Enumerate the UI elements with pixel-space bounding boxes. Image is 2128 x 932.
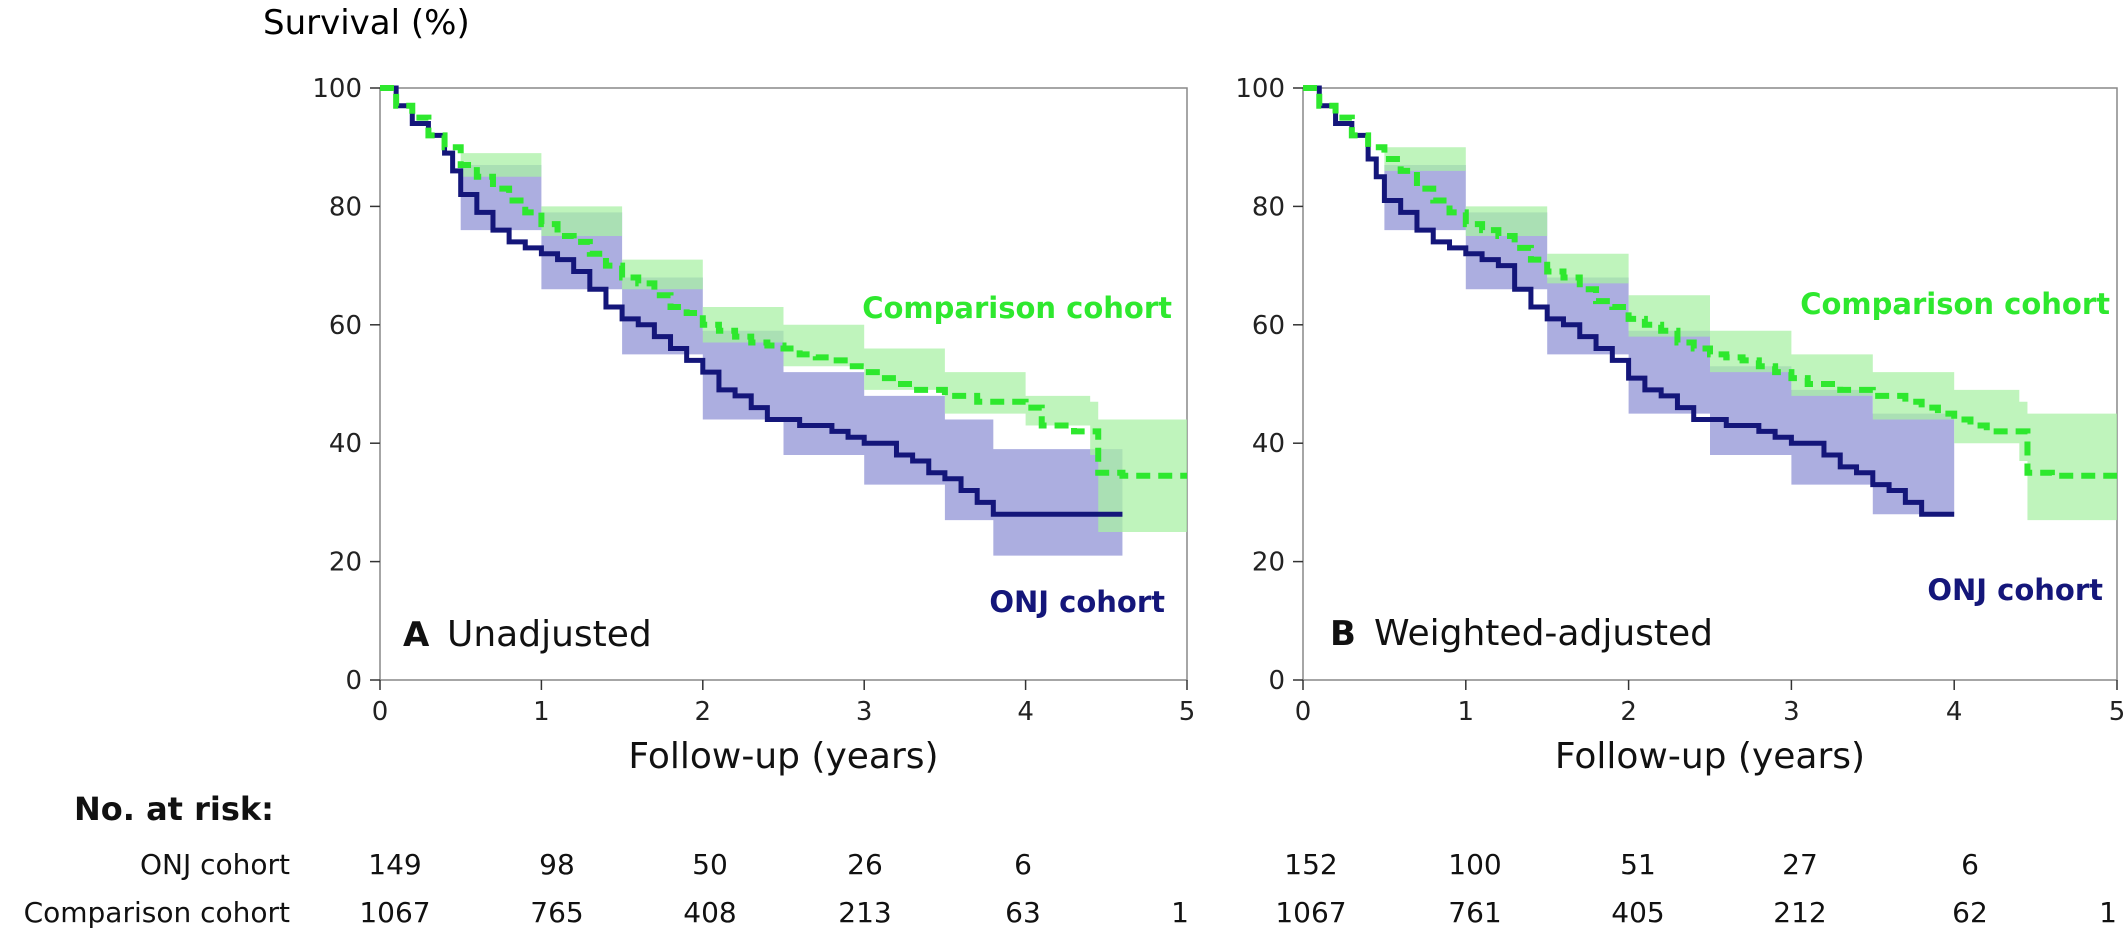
panel-b-risk-onj-value: 51 [1620,848,1656,881]
panel-b-risk-onj-value: 6 [1961,848,1979,881]
panel-b-risk-onj-value: 100 [1448,848,1501,881]
panel-b-title: Weighted-adjusted [1374,613,1713,654]
panel-b-x-tick-label: 4 [1946,697,1963,727]
panel-b-onj-survival-line [1303,85,1955,517]
y-axis-title: Survival (%) [263,3,470,43]
panel-b-chart: 0 20 40 60 80 100 0 1 2 3 4 5 Follow-up (years) Compa… [1235,74,2125,777]
panel-b-risk-comparison-value: 212 [1773,896,1826,929]
risk-row-label-onj: ONJ cohort [140,848,290,881]
panel-a-x-tick-label: 4 [1017,697,1034,727]
panel-b-risk-onj-value: 27 [1782,848,1818,881]
panel-a-risk-comparison-value: 1 [1171,896,1189,929]
panel-b-y-tick-label: 40 [1252,429,1285,459]
panel-a-x-tick-label: 0 [372,697,389,727]
panel-a-y-tick-label: 60 [329,311,362,341]
panel-a-y-tick-label: 40 [329,429,362,459]
panel-b-x-tick-label: 0 [1295,697,1312,727]
panel-a-y-tick-label: 20 [329,548,362,578]
panel-b-plot-frame [1302,87,2118,681]
panel-b-y-tick-label: 80 [1252,192,1285,222]
panel-a-plot-frame [379,87,1188,681]
panel-a-x-tick-label: 2 [695,697,712,727]
panel-a-comparison-label: Comparison cohort [862,291,1172,325]
panel-b-risk-comparison-value: 1 [2099,896,2117,929]
panel-b-risk-comparison-value: 761 [1448,896,1501,929]
panel-b-letter: B [1330,614,1356,654]
panel-a-x-tick-label: 5 [1179,697,1196,727]
panel-a-comparison-survival-line [380,85,1187,479]
panel-b-x-axis-title: Follow-up (years) [1555,736,1865,777]
panel-a-chart: 0 20 40 60 80 100 0 1 2 3 4 5 Follow-up (years) Compa… [312,74,1195,777]
panel-b-comparison-label: Comparison cohort [1800,287,2110,321]
panel-a-y-tick-label: 100 [312,74,362,104]
panel-b-risk-onj-value: 152 [1284,848,1337,881]
panel-b-risk-comparison-value: 1067 [1275,896,1346,929]
panel-a-onj-survival-line [380,85,1123,517]
panel-a-x-tick-label: 3 [856,697,873,727]
panel-a-y-tick-label: 0 [345,666,362,696]
panel-b-comparison-survival-line [1303,85,2117,479]
panel-a-risk-onj-value: 149 [368,848,421,881]
panel-a-onj-confidence-band [380,88,1123,568]
panel-b-y-tick-label: 60 [1252,311,1285,341]
panel-b-onj-label: ONJ cohort [1927,573,2103,607]
panel-b-risk-comparison-value: 405 [1611,896,1664,929]
risk-table: No. at risk: ONJ cohort Comparison cohor… [24,790,2117,929]
panel-a-x-tick-label: 1 [533,697,550,727]
panel-b-x-tick-label: 5 [2109,697,2126,727]
panel-b-x-tick-label: 2 [1620,697,1637,727]
panel-b-x-tick-label: 3 [1783,697,1800,727]
panel-a-risk-comparison-value: 408 [683,896,736,929]
panel-a-risk-onj-value: 26 [847,848,883,881]
panel-b-y-tick-label: 0 [1268,666,1285,696]
panel-a-title: Unadjusted [447,614,652,655]
panel-a-comparison-confidence-band [380,88,1187,532]
panel-a-onj-label: ONJ cohort [989,585,1165,619]
panel-b-risk-comparison-value: 62 [1952,896,1988,929]
panel-a-risk-onj-value: 98 [539,848,575,881]
panel-a-risk-onj-value: 50 [692,848,728,881]
panel-a-risk-onj-value: 6 [1014,848,1032,881]
risk-table-title: No. at risk: [74,790,274,828]
panel-b-y-tick-label: 20 [1252,548,1285,578]
panel-a-risk-comparison-value: 63 [1005,896,1041,929]
panel-a-risk-comparison-value: 765 [530,896,583,929]
panel-a-risk-comparison-value: 1067 [359,896,430,929]
panel-a-risk-comparison-value: 213 [838,896,891,929]
panel-b-comparison-confidence-band [1303,88,2117,521]
risk-row-label-comparison: Comparison cohort [24,896,290,929]
panel-a-x-axis-title: Follow-up (years) [628,736,938,777]
panel-a-y-tick-label: 80 [329,192,362,222]
panel-b-x-tick-label: 1 [1458,697,1475,727]
panel-b-y-tick-label: 100 [1235,74,1285,104]
panel-a-letter: A [403,615,430,655]
